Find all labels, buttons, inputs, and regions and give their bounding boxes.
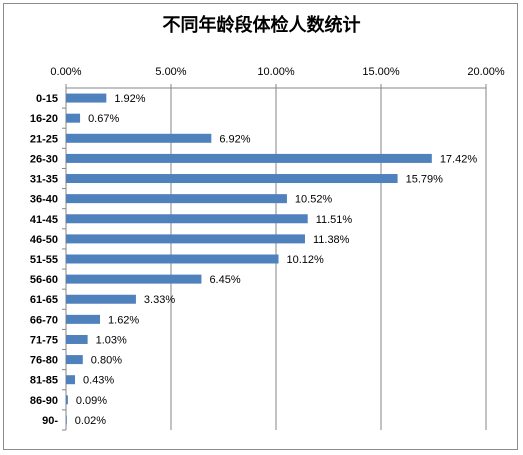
category-label: 16-20 [30, 113, 58, 125]
data-label: 10.52% [295, 194, 333, 206]
data-label: 0.80% [91, 355, 122, 367]
category-label: 81-85 [30, 375, 58, 387]
category-label: 76-80 [30, 355, 58, 367]
data-label: 10.12% [287, 254, 325, 266]
bar [66, 93, 107, 103]
category-label: 90- [42, 415, 58, 427]
data-label: 0.43% [83, 375, 114, 387]
category-label: 71-75 [30, 334, 58, 346]
bar [66, 355, 83, 365]
category-label: 86-90 [30, 395, 58, 407]
bar [66, 314, 101, 324]
category-label: 0-15 [36, 93, 58, 105]
bar [66, 174, 398, 184]
data-label: 11.51% [316, 214, 353, 226]
data-label: 6.92% [219, 133, 250, 145]
data-label: 1.92% [114, 93, 145, 105]
data-label: 6.45% [209, 274, 240, 286]
category-label: 36-40 [30, 194, 58, 206]
x-tick-label: 20.00% [467, 66, 505, 78]
bar [66, 254, 279, 264]
bar [66, 395, 68, 405]
bar [66, 274, 202, 284]
x-tick-label: 5.00% [155, 66, 186, 78]
data-label: 11.38% [313, 234, 350, 246]
data-label: 0.09% [76, 395, 107, 407]
x-tick-label: 15.00% [362, 66, 400, 78]
data-label: 0.02% [75, 415, 106, 427]
category-label: 46-50 [30, 234, 58, 246]
bar [66, 113, 81, 123]
category-label: 66-70 [30, 314, 58, 326]
data-label: 1.03% [96, 334, 127, 346]
category-label: 31-35 [30, 174, 58, 186]
bar [66, 133, 212, 143]
category-label: 41-45 [30, 214, 58, 226]
bar [66, 153, 432, 163]
bar [66, 234, 305, 244]
chart-title: 不同年龄段体检人数统计 [162, 15, 361, 36]
category-label: 56-60 [30, 274, 58, 286]
bar [66, 194, 287, 204]
bar [66, 415, 67, 425]
x-tick-label: 10.00% [257, 66, 295, 78]
category-label: 51-55 [30, 254, 58, 266]
chart-frame [3, 3, 518, 450]
data-label: 1.62% [108, 314, 139, 326]
data-label: 17.42% [440, 153, 478, 165]
bar [66, 375, 76, 385]
bar [66, 294, 136, 304]
bar [66, 334, 88, 344]
category-label: 61-65 [30, 294, 58, 306]
data-label: 0.67% [88, 113, 119, 125]
data-label: 15.79% [406, 174, 444, 186]
x-tick-label: 0.00% [50, 66, 81, 78]
category-label: 21-25 [30, 133, 58, 145]
bar [66, 214, 308, 224]
category-label: 26-30 [30, 153, 58, 165]
data-label: 3.33% [144, 294, 175, 306]
